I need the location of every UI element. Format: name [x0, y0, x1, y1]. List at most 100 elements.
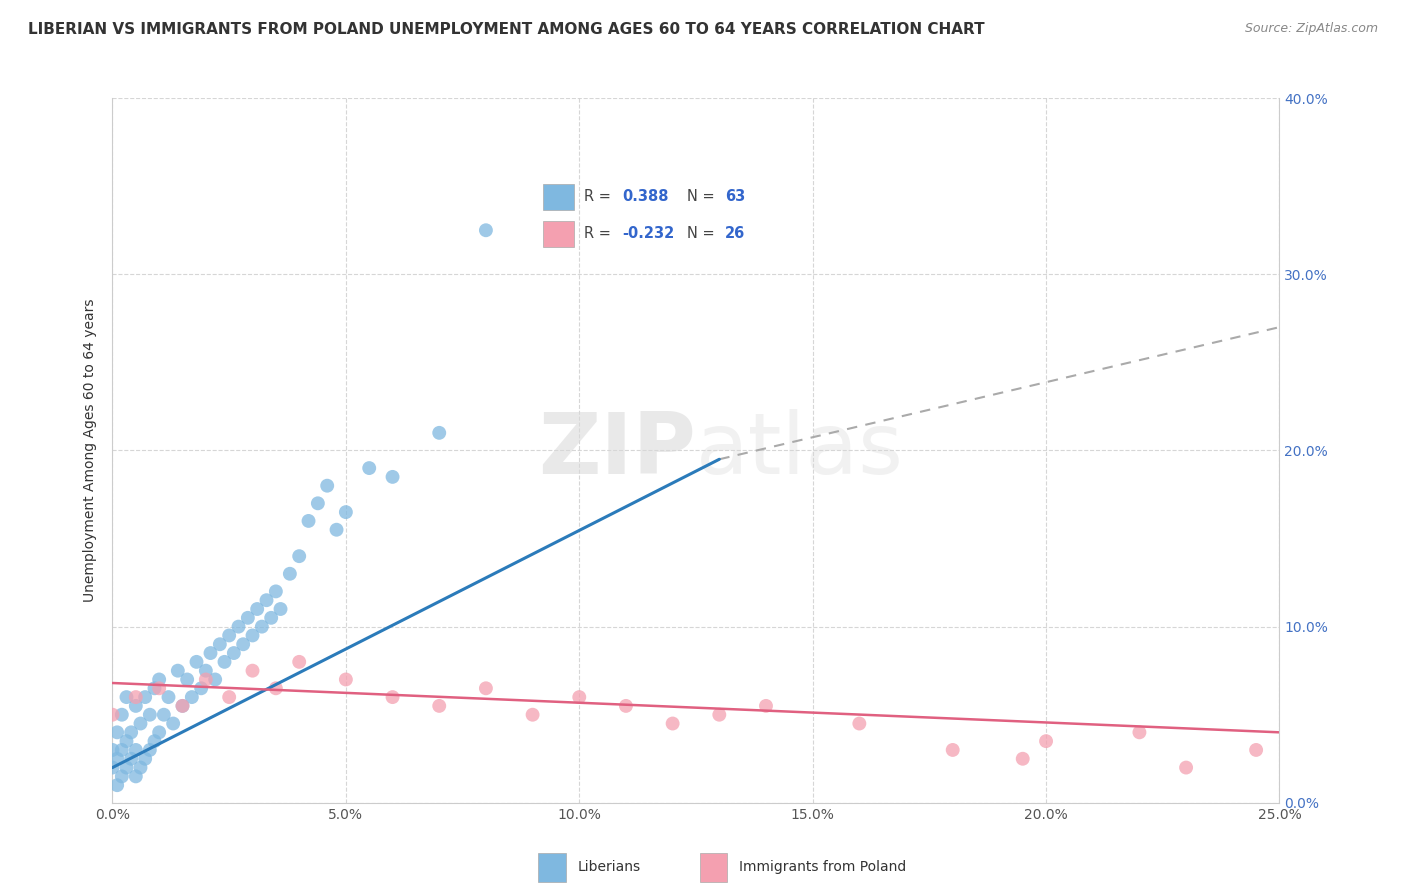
Point [143, 734, 166, 748]
Point [475, 681, 498, 696]
Point [208, 637, 231, 651]
Point [148, 673, 170, 687]
Point [111, 769, 134, 783]
Point [427, 425, 450, 440]
Point [125, 743, 148, 757]
Point [115, 734, 138, 748]
Point [120, 725, 142, 739]
Point [288, 549, 311, 564]
Text: 26: 26 [725, 227, 745, 242]
Point [848, 716, 870, 731]
Bar [538, 854, 565, 881]
Point [427, 698, 450, 713]
Point [194, 673, 217, 687]
Point [228, 619, 250, 633]
Point [120, 752, 142, 766]
Point [186, 655, 208, 669]
Point [1128, 725, 1150, 739]
Point [157, 690, 180, 705]
Point [111, 743, 134, 757]
Text: N =: N = [686, 227, 718, 242]
Point [264, 681, 287, 696]
Point [166, 664, 188, 678]
Point [139, 743, 162, 757]
Point [942, 743, 965, 757]
Point [204, 673, 226, 687]
Point [709, 707, 731, 722]
Point [614, 698, 637, 713]
Text: LIBERIAN VS IMMIGRANTS FROM POLAND UNEMPLOYMENT AMONG AGES 60 TO 64 YEARS CORREL: LIBERIAN VS IMMIGRANTS FROM POLAND UNEMP… [28, 22, 984, 37]
Point [129, 760, 152, 774]
Text: 0.388: 0.388 [623, 189, 669, 204]
Point [180, 690, 202, 705]
Point [522, 707, 544, 722]
Point [148, 681, 170, 696]
Bar [543, 184, 574, 210]
Point [278, 566, 301, 581]
Point [297, 514, 319, 528]
Point [568, 690, 591, 705]
Point [190, 681, 212, 696]
Text: R =: R = [583, 227, 616, 242]
Point [236, 611, 259, 625]
Bar [700, 854, 727, 881]
Point [381, 470, 404, 484]
Point [755, 698, 778, 713]
Point [325, 523, 347, 537]
Point [250, 619, 273, 633]
Point [139, 707, 162, 722]
Point [381, 690, 404, 705]
Text: Immigrants from Poland: Immigrants from Poland [740, 861, 907, 874]
Point [125, 690, 148, 705]
Point [232, 637, 254, 651]
Point [172, 698, 194, 713]
Point [143, 681, 166, 696]
Point [256, 593, 278, 607]
Point [125, 698, 148, 713]
Point [242, 628, 264, 642]
Y-axis label: Unemployment Among Ages 60 to 64 years: Unemployment Among Ages 60 to 64 years [83, 299, 97, 602]
Point [1244, 743, 1267, 757]
Text: -0.232: -0.232 [623, 227, 675, 242]
Point [176, 673, 198, 687]
Point [125, 769, 148, 783]
Text: 63: 63 [725, 189, 745, 204]
Point [105, 725, 128, 739]
Bar [543, 221, 574, 247]
Point [264, 584, 287, 599]
Point [134, 752, 156, 766]
Point [200, 646, 222, 660]
Point [111, 707, 134, 722]
Point [101, 743, 124, 757]
Text: R =: R = [583, 189, 616, 204]
Text: ZIP: ZIP [538, 409, 696, 492]
Text: Source: ZipAtlas.com: Source: ZipAtlas.com [1244, 22, 1378, 36]
Point [115, 690, 138, 705]
Point [101, 760, 124, 774]
Text: N =: N = [686, 189, 718, 204]
Text: Liberians: Liberians [578, 861, 641, 874]
Point [1035, 734, 1057, 748]
Point [105, 778, 128, 792]
Point [475, 223, 498, 237]
Point [105, 752, 128, 766]
Point [260, 611, 283, 625]
Point [307, 496, 329, 510]
Point [246, 602, 269, 616]
Point [134, 690, 156, 705]
Point [242, 664, 264, 678]
Point [270, 602, 292, 616]
Point [115, 760, 138, 774]
Point [214, 655, 236, 669]
Point [218, 690, 240, 705]
Point [359, 461, 381, 475]
Point [153, 707, 176, 722]
Text: atlas: atlas [696, 409, 904, 492]
Point [661, 716, 683, 731]
Point [1175, 760, 1198, 774]
Point [288, 655, 311, 669]
Point [148, 725, 170, 739]
Point [335, 673, 357, 687]
Point [129, 716, 152, 731]
Point [194, 664, 217, 678]
